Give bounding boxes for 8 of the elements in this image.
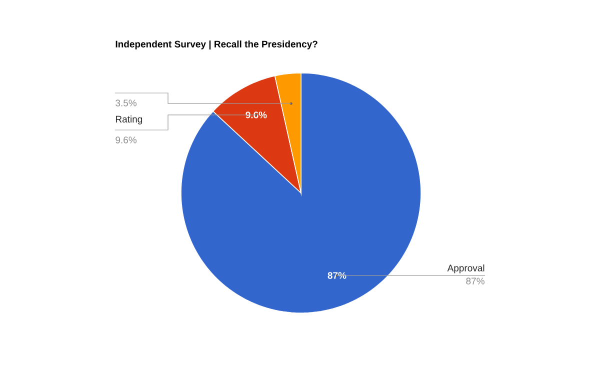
slice-label: Rating [116,116,142,124]
data-label: 3.5% [116,100,137,106]
text: 87% [466,278,484,284]
chart-title: Independent Survey | Recall the Presidency? [116,40,318,50]
data-label: 9.6% [246,112,267,118]
data-label: 87% [328,272,346,279]
text: 9.6% [116,136,137,144]
slice-label: Approval [447,264,484,274]
